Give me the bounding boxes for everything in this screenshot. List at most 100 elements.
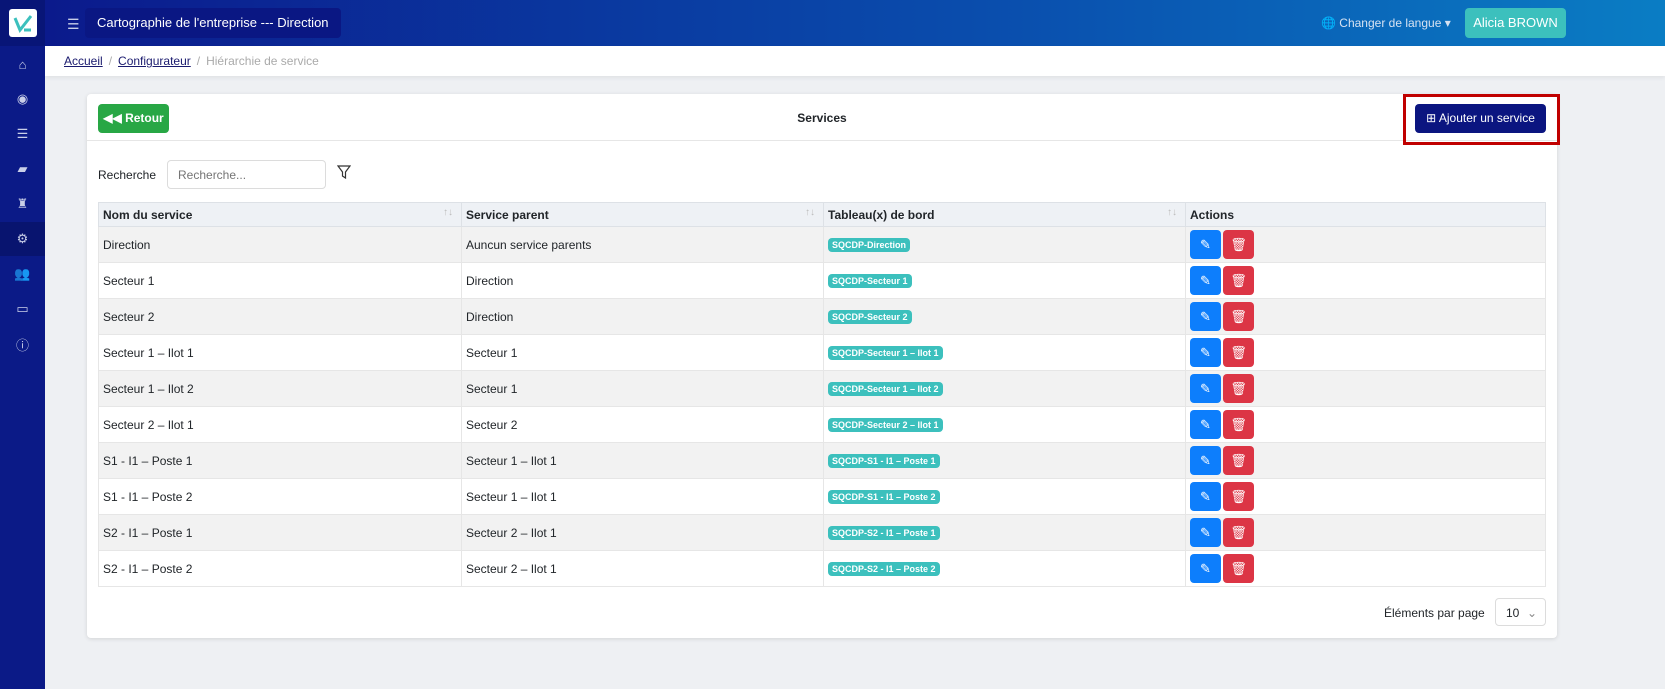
sort-icon[interactable]: ↑↓: [443, 207, 453, 218]
chalkboard-icon: ▭: [16, 301, 29, 316]
actions-cell: ✎ 🗑: [1185, 478, 1546, 515]
services-table: Nom du service ↑↓ Service parent ↑↓ Tablea…: [98, 202, 1546, 587]
actions-cell: ✎ 🗑: [1185, 298, 1546, 335]
actions-cell: ✎ 🗑: [1185, 334, 1546, 371]
service-parent: Secteur 1: [461, 370, 824, 407]
breadcrumb-configurateur[interactable]: Configurateur: [118, 54, 191, 68]
edit-button[interactable]: ✎: [1190, 410, 1221, 439]
info-icon: ⓘ: [15, 337, 29, 353]
back-button[interactable]: ◀◀ Retour: [98, 104, 169, 133]
info-nav-item[interactable]: ⓘ: [0, 327, 45, 361]
folder-open-nav-item[interactable]: ▰: [0, 152, 45, 186]
edit-button[interactable]: ✎: [1190, 446, 1221, 475]
service-name: S2 - I1 – Poste 1: [98, 514, 462, 551]
board-cell: SQCDP-Secteur 1 – Ilot 2: [823, 370, 1186, 407]
palette-nav-item[interactable]: ◉: [0, 82, 45, 116]
edit-button[interactable]: ✎: [1190, 230, 1221, 259]
trash-icon: 🗑: [1230, 345, 1247, 360]
list-nav-item[interactable]: ☰: [0, 117, 45, 151]
board-badge[interactable]: SQCDP-Secteur 2: [828, 310, 912, 324]
folder-open-icon: ▰: [17, 161, 28, 176]
service-name: S2 - I1 – Poste 2: [98, 550, 462, 587]
filter-icon[interactable]: [336, 165, 352, 182]
delete-button[interactable]: 🗑: [1223, 446, 1254, 475]
column-header-parent[interactable]: Service parent ↑↓: [461, 202, 824, 227]
delete-button[interactable]: 🗑: [1223, 338, 1254, 367]
service-name: Secteur 1 – Ilot 2: [98, 370, 462, 407]
users-nav-item[interactable]: 👥: [0, 257, 45, 291]
globe-icon: 🌐: [1321, 16, 1336, 30]
service-name: Secteur 1 – Ilot 1: [98, 334, 462, 371]
table-row: Direction Auncun service parents SQCDP-Dir…: [98, 226, 1546, 263]
service-parent: Secteur 2: [461, 406, 824, 443]
menu-toggle-icon[interactable]: ☰: [67, 16, 80, 32]
app-logo[interactable]: [0, 0, 45, 46]
per-page-select[interactable]: 10 ⌄: [1495, 598, 1546, 626]
edit-button[interactable]: ✎: [1190, 302, 1221, 331]
trash-icon: 🗑: [1230, 309, 1247, 324]
cogs-icon: ⚙: [16, 231, 29, 246]
board-badge[interactable]: SQCDP-S1 - I1 – Poste 1: [828, 454, 940, 468]
service-name: S1 - I1 – Poste 1: [98, 442, 462, 479]
edit-icon: ✎: [1200, 525, 1211, 540]
cogs-nav-item[interactable]: ⚙: [0, 222, 45, 256]
delete-button[interactable]: 🗑: [1223, 230, 1254, 259]
edit-button[interactable]: ✎: [1190, 482, 1221, 511]
column-header-board[interactable]: Tableau(x) de bord ↑↓: [823, 202, 1186, 227]
service-parent: Secteur 2 – Ilot 1: [461, 550, 824, 587]
home-nav-item[interactable]: ⌂: [0, 47, 45, 81]
edit-button[interactable]: ✎: [1190, 374, 1221, 403]
board-badge[interactable]: SQCDP-Secteur 1 – Ilot 2: [828, 382, 943, 396]
board-cell: SQCDP-Secteur 1 – Ilot 1: [823, 334, 1186, 371]
add-service-button[interactable]: ⊞ Ajouter un service: [1415, 104, 1546, 133]
edit-icon: ✎: [1200, 453, 1211, 468]
delete-button[interactable]: 🗑: [1223, 374, 1254, 403]
board-badge[interactable]: SQCDP-S2 - I1 – Poste 1: [828, 526, 940, 540]
board-badge[interactable]: SQCDP-Secteur 2 – Ilot 1: [828, 418, 943, 432]
board-badge[interactable]: SQCDP-Secteur 1 – Ilot 1: [828, 346, 943, 360]
breadcrumb-accueil[interactable]: Accueil: [64, 54, 103, 68]
column-header-name[interactable]: Nom du service ↑↓: [98, 202, 462, 227]
delete-button[interactable]: 🗑: [1223, 266, 1254, 295]
tasks-nav-item[interactable]: ♜: [0, 187, 45, 221]
per-page-label: Éléments par page: [1384, 606, 1485, 620]
delete-button[interactable]: 🗑: [1223, 302, 1254, 331]
table-row: Secteur 1 – Ilot 1 Secteur 1 SQCDP-Secteur…: [98, 334, 1546, 371]
sort-icon[interactable]: ↑↓: [1167, 207, 1177, 218]
user-menu-button[interactable]: Alicia BROWN: [1465, 8, 1566, 38]
list-icon: ☰: [16, 126, 29, 141]
board-cell: SQCDP-S2 - I1 – Poste 1: [823, 514, 1186, 551]
actions-cell: ✎ 🗑: [1185, 226, 1546, 263]
trash-icon: 🗑: [1230, 381, 1247, 396]
trash-icon: 🗑: [1230, 489, 1247, 504]
delete-button[interactable]: 🗑: [1223, 554, 1254, 583]
board-badge[interactable]: SQCDP-Secteur 1: [828, 274, 912, 288]
edit-button[interactable]: ✎: [1190, 338, 1221, 367]
actions-cell: ✎ 🗑: [1185, 370, 1546, 407]
actions-cell: ✎ 🗑: [1185, 262, 1546, 299]
chalkboard-nav-item[interactable]: ▭: [0, 292, 45, 326]
edit-button[interactable]: ✎: [1190, 554, 1221, 583]
delete-button[interactable]: 🗑: [1223, 410, 1254, 439]
sort-icon[interactable]: ↑↓: [805, 207, 815, 218]
board-cell: SQCDP-S1 - I1 – Poste 2: [823, 478, 1186, 515]
language-dropdown[interactable]: 🌐 Changer de langue ▾: [1321, 16, 1451, 30]
edit-icon: ✎: [1200, 273, 1211, 288]
breadcrumb-current: Hiérarchie de service: [206, 54, 319, 68]
tasks-icon: ♜: [16, 196, 29, 211]
board-badge[interactable]: SQCDP-Direction: [828, 238, 911, 252]
card-title: Services: [797, 111, 847, 125]
edit-button[interactable]: ✎: [1190, 518, 1221, 547]
edit-icon: ✎: [1200, 489, 1211, 504]
board-badge[interactable]: SQCDP-S2 - I1 – Poste 2: [828, 562, 940, 576]
delete-button[interactable]: 🗑: [1223, 482, 1254, 511]
service-parent: Secteur 1: [461, 334, 824, 371]
service-parent: Secteur 2 – Ilot 1: [461, 514, 824, 551]
table-row: S1 - I1 – Poste 2 Secteur 1 – Ilot 1 SQCDP…: [98, 478, 1546, 515]
search-input[interactable]: [167, 160, 326, 189]
board-badge[interactable]: SQCDP-S1 - I1 – Poste 2: [828, 490, 940, 504]
actions-cell: ✎ 🗑: [1185, 406, 1546, 443]
trash-icon: 🗑: [1230, 453, 1247, 468]
edit-button[interactable]: ✎: [1190, 266, 1221, 295]
delete-button[interactable]: 🗑: [1223, 518, 1254, 547]
